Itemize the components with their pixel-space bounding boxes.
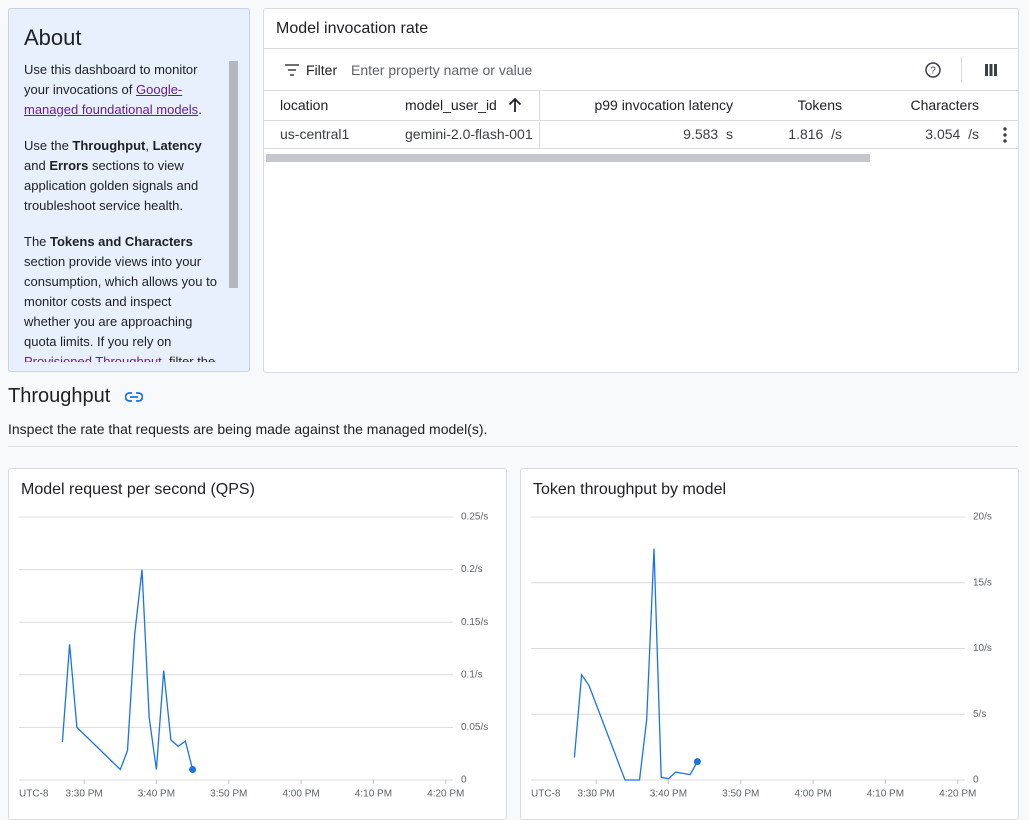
column-header[interactable]: model_user_id xyxy=(405,97,497,113)
divider xyxy=(264,48,1018,49)
y-tick-label: 0.05/s xyxy=(461,722,488,733)
line-series xyxy=(61,569,194,771)
divider xyxy=(8,446,1018,447)
x-tick-label: 3:50 PM xyxy=(722,789,759,800)
cell-unit: s xyxy=(726,126,733,142)
chart: 0 5/s 10/s 15/s 20/s UTC-8 3:30 PM 3:40 PM 3:50 … xyxy=(531,512,992,800)
text: section provide views into your consumpt… xyxy=(24,254,217,349)
column-header[interactable]: Tokens xyxy=(797,97,842,113)
cell-value: gemini-2.0-flash-001 xyxy=(405,126,533,142)
link-icon[interactable] xyxy=(125,391,143,403)
cell-unit: /s xyxy=(968,126,979,142)
x-tick-label: 4:10 PM xyxy=(355,789,392,800)
y-tick-label: 0 xyxy=(973,775,979,786)
table-cell: 1.816 /s xyxy=(788,126,842,142)
text: , filter the xyxy=(161,354,216,362)
text: Use the xyxy=(24,138,73,153)
x-tick-label: 3:30 PM xyxy=(577,789,614,800)
line-series xyxy=(573,548,698,781)
timezone-label: UTC-8 xyxy=(19,789,49,800)
y-tick-label: 20/s xyxy=(973,512,992,523)
chart: 0 0.05/s 0.1/s 0.15/s 0.2/s 0.25/s UTC-8 3:30 P… xyxy=(19,512,488,800)
x-tick-label: 4:10 PM xyxy=(867,789,904,800)
y-tick-label: 0.25/s xyxy=(461,512,488,523)
table-card: Model invocation rate Filter Enter prope… xyxy=(263,8,1019,373)
y-tick-label: 15/s xyxy=(973,577,992,588)
x-tick-label: 3:40 PM xyxy=(650,789,687,800)
about-title: About xyxy=(24,25,82,50)
y-tick-label: 0.15/s xyxy=(461,617,488,628)
text: sections to view application golden sign… xyxy=(24,158,199,213)
divider xyxy=(264,148,1018,149)
x-tick-label: 4:20 PM xyxy=(427,789,464,800)
x-tick-label: 3:40 PM xyxy=(138,789,175,800)
link[interactable]: Google-managed foundational models xyxy=(24,82,199,117)
about-body: Use this dashboard to monitor your invoc… xyxy=(24,60,220,362)
x-tick-label: 4:00 PM xyxy=(794,789,831,800)
about-paragraph: The Tokens and Characters section provid… xyxy=(24,232,220,362)
about-paragraph: Use this dashboard to monitor your invoc… xyxy=(24,60,220,120)
x-tick-label: 3:30 PM xyxy=(65,789,102,800)
filter-label[interactable]: Filter xyxy=(306,62,338,78)
table-header xyxy=(264,90,1018,121)
filter-input[interactable]: Enter property name or value xyxy=(351,62,533,78)
x-tick-label: 4:00 PM xyxy=(282,789,319,800)
text: Errors xyxy=(49,158,89,173)
divider xyxy=(961,57,962,83)
sort-icon[interactable] xyxy=(508,97,522,113)
cell-value: us-central1 xyxy=(280,126,350,142)
column-header[interactable]: p99 invocation latency xyxy=(594,97,733,113)
link[interactable]: Provisioned Throughput xyxy=(24,354,162,362)
cell-unit: /s xyxy=(831,126,842,142)
y-tick-label: 0.2/s xyxy=(461,564,483,575)
text: Tokens and Characters xyxy=(50,234,193,249)
text: Use this dashboard to monitor your invoc… xyxy=(24,62,198,97)
scrollbar[interactable] xyxy=(266,154,870,162)
table-cell: gemini-2.0-flash-001 xyxy=(405,126,533,142)
about-panel: About Use this dashboard to monitor your… xyxy=(8,8,250,372)
last-point xyxy=(189,765,197,773)
table-title: Model invocation rate xyxy=(276,20,429,37)
cell-value: 1.816 xyxy=(788,126,824,142)
x-tick-label: 4:20 PM xyxy=(939,789,976,800)
filter-icon[interactable] xyxy=(284,63,300,77)
row-menu[interactable] xyxy=(1002,126,1008,144)
chart-title: Model request per second (QPS) xyxy=(21,481,255,498)
text: Latency xyxy=(152,138,202,153)
table-cell: 9.583 s xyxy=(683,126,733,142)
last-point xyxy=(693,758,701,766)
divider xyxy=(539,90,540,148)
chart-card: Model request per second (QPS) 0 0.05/s 0.… xyxy=(8,468,507,820)
about-paragraph: Use the Throughput, Latency and Errors s… xyxy=(24,136,220,216)
section-title: Throughput xyxy=(8,385,111,407)
text: and xyxy=(24,158,50,173)
chart-title: Token throughput by model xyxy=(533,481,727,498)
x-tick-label: 3:50 PM xyxy=(210,789,247,800)
y-tick-label: 10/s xyxy=(973,643,992,654)
help-icon[interactable]: ? xyxy=(924,61,942,79)
timezone-label: UTC-8 xyxy=(531,789,561,800)
text: . xyxy=(198,102,202,117)
y-tick-label: 5/s xyxy=(973,709,986,720)
svg-text:?: ? xyxy=(930,66,936,77)
column-header[interactable]: Characters xyxy=(910,97,979,113)
cell-value: 9.583 xyxy=(683,126,719,142)
columns-icon[interactable] xyxy=(984,63,998,77)
column-header[interactable]: location xyxy=(280,97,329,113)
y-tick-label: 0.1/s xyxy=(461,669,483,680)
section-description: Inspect the rate that requests are being… xyxy=(8,421,488,437)
table-cell: 3.054 /s xyxy=(925,126,979,142)
text: Throughput xyxy=(72,138,146,153)
y-tick-label: 0 xyxy=(461,775,467,786)
table-cell: us-central1 xyxy=(280,126,349,142)
text: , xyxy=(145,138,153,153)
text: The xyxy=(24,234,51,249)
cell-value: 3.054 xyxy=(925,126,961,142)
scrollbar[interactable] xyxy=(229,61,238,288)
chart-card: Token throughput by model 0 5/s 10/s 15/s 20… xyxy=(520,468,1019,820)
